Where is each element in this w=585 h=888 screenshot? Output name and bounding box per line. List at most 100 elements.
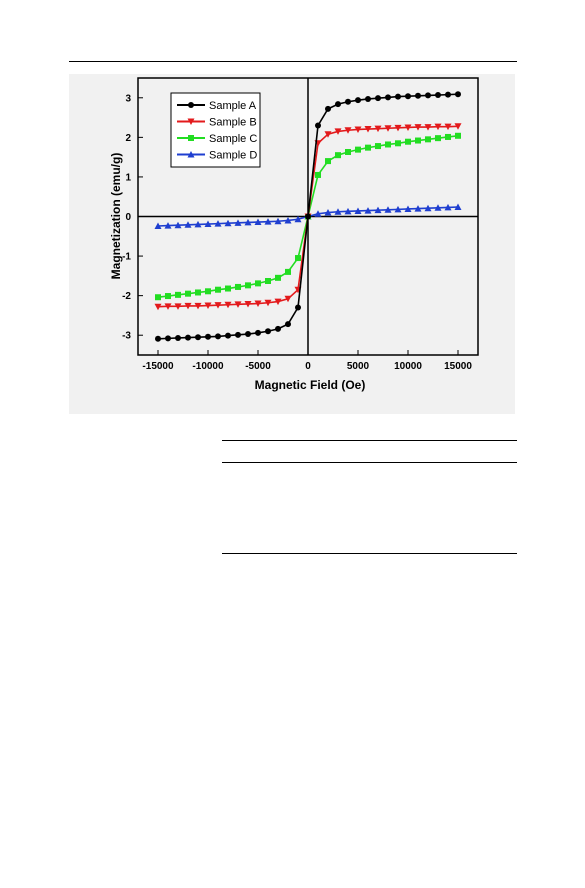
data-point-sample-b [244, 300, 252, 308]
data-point-sample-a [385, 94, 391, 101]
y-tick-label: 3 [125, 93, 131, 104]
data-point-sample-c [405, 138, 411, 145]
data-point-sample-d [154, 222, 162, 229]
data-point-sample-c [295, 255, 301, 262]
data-point-sample-c [425, 136, 431, 143]
data-point-sample-d [334, 208, 342, 215]
series-layer [154, 91, 462, 342]
data-point-sample-c [155, 294, 161, 301]
data-point-sample-c [245, 282, 251, 289]
data-point-sample-b [274, 298, 282, 306]
data-point-sample-d [274, 217, 282, 225]
data-point-sample-b [404, 124, 412, 131]
data-point-sample-a [185, 334, 191, 341]
data-point-sample-d [344, 207, 352, 215]
data-point-sample-c [185, 290, 191, 297]
data-point-sample-d [174, 221, 182, 229]
data-point-sample-b [174, 303, 182, 310]
figure-panel [69, 74, 515, 414]
legend-marker-sample-a [188, 102, 194, 108]
data-point-sample-c [365, 144, 371, 151]
data-point-sample-d [364, 207, 372, 214]
data-point-sample-c [445, 133, 451, 140]
data-point-sample-a [215, 333, 221, 340]
data-point-sample-b [414, 124, 422, 131]
table-header-rule [222, 462, 517, 463]
data-point-sample-b [324, 131, 332, 138]
x-tick-label: -15000 [142, 361, 174, 372]
x-tick-label: 10000 [394, 361, 422, 372]
data-point-sample-d [294, 215, 302, 223]
data-point-sample-b [224, 301, 232, 309]
data-point-sample-c [235, 283, 241, 290]
data-point-sample-b [204, 302, 212, 310]
data-point-sample-c [375, 143, 381, 150]
data-point-sample-b [384, 125, 392, 132]
data-point-sample-c [355, 146, 361, 153]
data-point-sample-a [415, 92, 421, 99]
data-point-sample-a [325, 105, 331, 112]
legend-label-sample-d: Sample D [209, 150, 257, 162]
data-point-sample-b [284, 295, 292, 303]
data-point-sample-c [165, 293, 171, 300]
data-point-sample-a [355, 97, 361, 104]
data-point-sample-a [335, 101, 341, 108]
data-point-sample-d [184, 221, 192, 228]
data-point-sample-b [444, 123, 452, 131]
x-tick-label: 15000 [444, 361, 472, 372]
data-point-sample-c [275, 274, 281, 281]
data-point-sample-d [374, 206, 382, 214]
series-sample-d [154, 203, 462, 229]
table-bottom-rule [222, 553, 517, 554]
data-point-sample-a [265, 328, 271, 335]
data-point-sample-b [264, 299, 272, 307]
x-tick-label: -10000 [192, 361, 224, 372]
x-tick-label: -5000 [245, 361, 271, 372]
x-tick-label: 5000 [347, 361, 370, 372]
data-point-sample-a [255, 329, 261, 336]
data-point-sample-a [275, 325, 281, 332]
data-point-sample-a [165, 335, 171, 342]
data-point-sample-a [445, 91, 451, 98]
legend-marker-sample-b [187, 118, 195, 125]
legend: Sample A Sample B Sample C Sample D [170, 92, 261, 168]
y-tick-label: 0 [125, 212, 131, 223]
data-point-sample-b [344, 127, 352, 134]
data-point-sample-c [285, 268, 291, 275]
data-point-sample-a [205, 333, 211, 340]
series-sample-a [155, 91, 461, 342]
data-point-sample-d [284, 216, 292, 224]
data-point-sample-c [315, 171, 321, 178]
data-point-sample-d [424, 204, 432, 212]
data-point-sample-a [285, 321, 291, 328]
y-axis-label: Magnetization (emu/g) [109, 153, 123, 280]
data-point-sample-a [315, 122, 321, 129]
legend-marker-sample-c [188, 135, 194, 141]
table-top-rule [222, 440, 517, 441]
data-point-sample-c [325, 158, 331, 165]
data-point-sample-d [414, 205, 422, 212]
data-point-sample-b [194, 302, 202, 310]
data-point-sample-d [204, 220, 212, 228]
data-point-sample-a [455, 91, 461, 98]
data-point-sample-a [245, 331, 251, 338]
y-tick-label: 1 [125, 172, 131, 183]
data-point-sample-d [224, 219, 232, 227]
data-point-sample-c [345, 148, 351, 155]
data-point-sample-b [374, 125, 382, 133]
data-point-sample-c [395, 140, 401, 147]
data-point-sample-c [455, 132, 461, 139]
data-point-sample-b [184, 302, 192, 310]
data-point-sample-a [425, 92, 431, 99]
x-tick-label: 0 [305, 361, 311, 372]
data-point-sample-d [384, 206, 392, 213]
data-point-sample-a [175, 334, 181, 341]
data-point-sample-d [194, 220, 202, 228]
data-point-sample-b [164, 303, 172, 310]
y-tick-label: -1 [122, 252, 131, 263]
y-tick-label: 2 [125, 133, 131, 144]
data-point-sample-c [225, 285, 231, 292]
data-point-sample-a [195, 334, 201, 341]
data-point-sample-a [435, 92, 441, 99]
